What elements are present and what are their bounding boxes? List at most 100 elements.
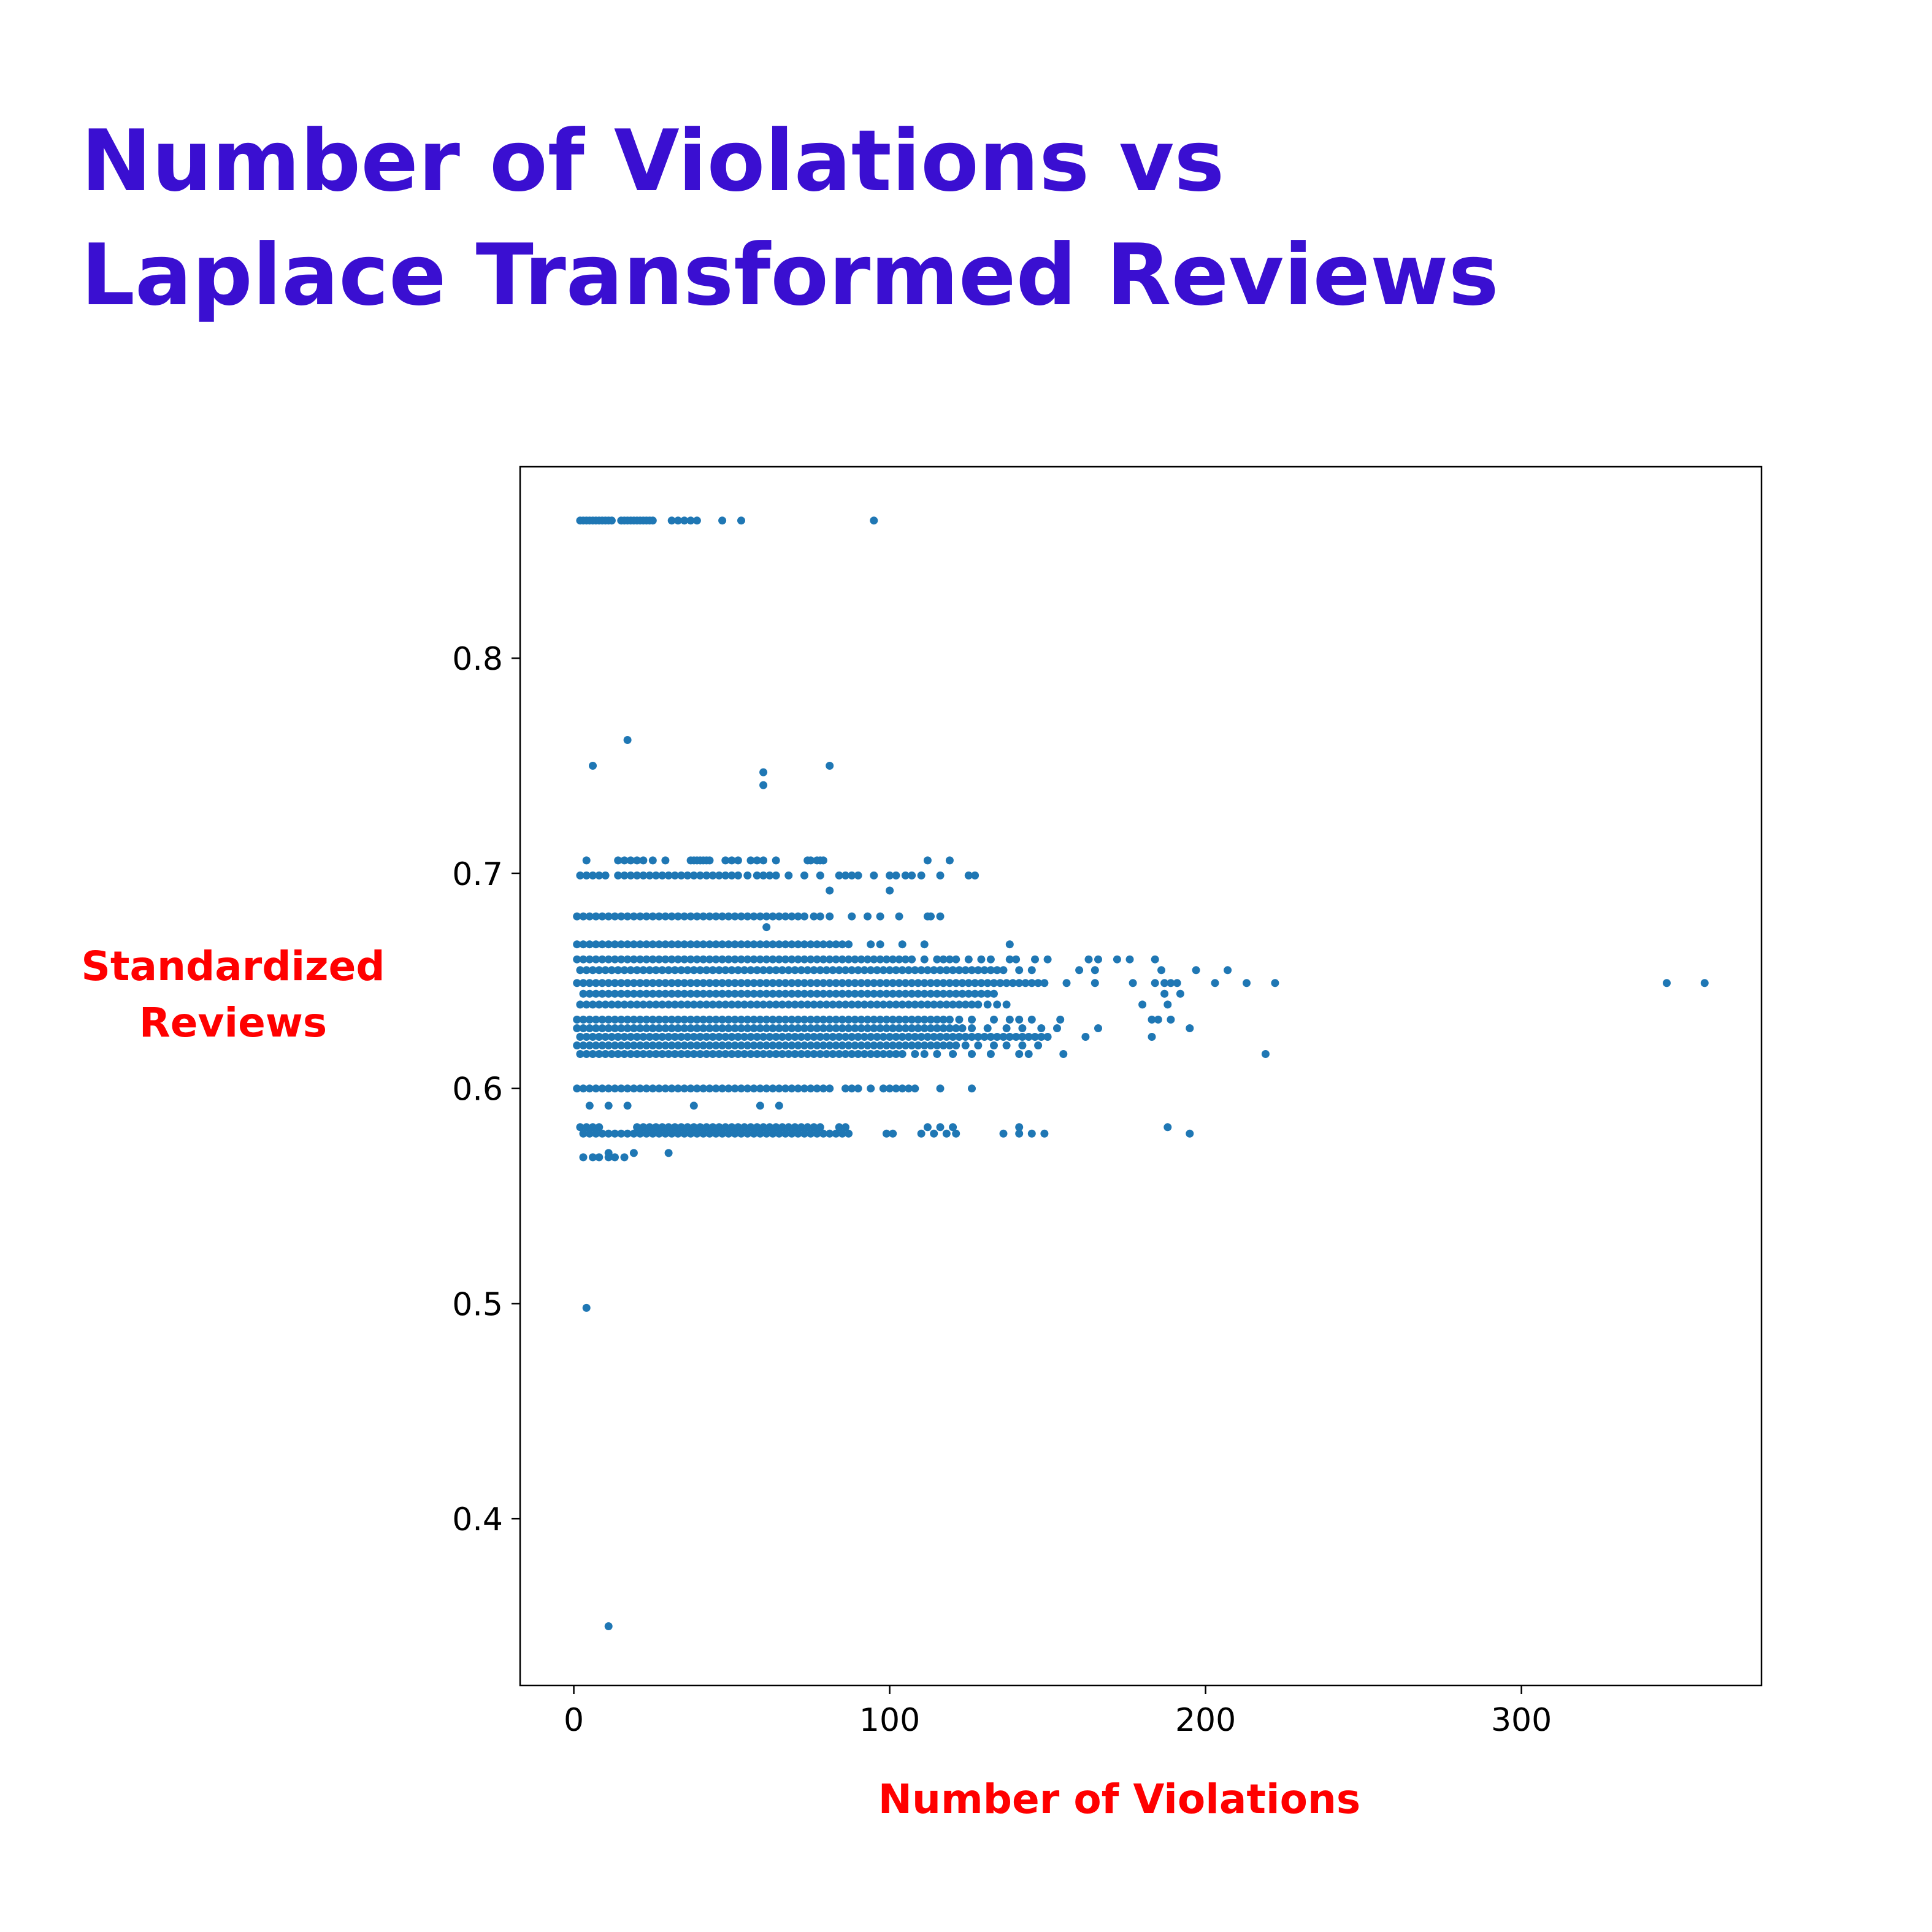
data-point: [692, 940, 701, 949]
data-point: [686, 979, 695, 987]
data-point: [841, 1084, 849, 1093]
data-point: [629, 1129, 638, 1138]
data-point: [730, 1015, 739, 1024]
data-point: [629, 979, 638, 987]
data-point: [841, 1123, 849, 1132]
data-point: [604, 1622, 613, 1630]
data-point: [775, 989, 783, 998]
data-point: [661, 1084, 670, 1093]
data-point: [636, 1015, 645, 1024]
data-point: [721, 1123, 730, 1132]
data-point: [819, 856, 827, 865]
data-point: [724, 1015, 733, 1024]
data-point: [592, 1129, 600, 1138]
data-point: [756, 1015, 764, 1024]
data-point: [642, 989, 651, 998]
data-point: [1094, 1024, 1102, 1032]
data-point: [724, 940, 733, 949]
data-point: [680, 979, 689, 987]
data-point: [699, 1041, 708, 1049]
data-point: [737, 1084, 745, 1093]
data-point: [601, 1000, 610, 1009]
data-point: [895, 989, 903, 998]
data-point: [604, 979, 613, 987]
data-point: [788, 1015, 796, 1024]
data-point: [727, 1050, 736, 1058]
data-point: [939, 1041, 948, 1049]
data-point: [854, 871, 862, 880]
data-point: [848, 912, 856, 921]
data-point: [743, 1024, 752, 1032]
data-point: [617, 1024, 626, 1032]
data-point: [642, 955, 651, 964]
data-point: [579, 989, 588, 998]
data-point: [797, 1033, 805, 1041]
data-point: [658, 1050, 667, 1058]
data-point: [895, 955, 903, 964]
data-point: [734, 871, 742, 880]
data-point: [845, 1041, 853, 1049]
y-tick-label: 0.4: [452, 1501, 503, 1538]
data-point: [854, 1000, 862, 1009]
data-point: [730, 955, 739, 964]
data-point: [626, 1033, 635, 1041]
data-point: [734, 1000, 742, 1009]
data-point: [1186, 1024, 1194, 1032]
data-point: [901, 1015, 910, 1024]
data-point: [730, 1041, 739, 1049]
data-point: [617, 1084, 626, 1093]
data-point: [886, 1084, 894, 1093]
data-point: [832, 979, 840, 987]
data-point: [604, 1153, 613, 1162]
data-point: [945, 979, 954, 987]
data-point: [794, 979, 802, 987]
data-point: [579, 1129, 588, 1138]
data-point: [595, 1033, 604, 1041]
data-point: [832, 1024, 840, 1032]
data-point: [905, 1000, 913, 1009]
data-point: [692, 1129, 701, 1138]
data-point: [794, 1084, 802, 1093]
data-point: [845, 955, 853, 964]
data-point: [832, 955, 840, 964]
data-point: [705, 989, 714, 998]
data-point: [807, 1024, 815, 1032]
data-point: [949, 1033, 957, 1041]
data-point: [923, 1123, 932, 1132]
data-point: [945, 1041, 954, 1049]
data-point: [614, 856, 623, 865]
data-point: [718, 1129, 727, 1138]
data-point: [870, 1041, 878, 1049]
data-point: [611, 940, 619, 949]
data-point: [977, 979, 986, 987]
data-point: [573, 940, 581, 949]
data-point: [620, 966, 629, 975]
data-point: [677, 966, 686, 975]
data-point: [1021, 979, 1030, 987]
data-point: [692, 516, 701, 525]
data-point: [917, 871, 926, 880]
data-point: [648, 516, 657, 525]
data-point: [730, 1084, 739, 1093]
data-point: [769, 940, 777, 949]
data-point: [680, 1024, 689, 1032]
data-point: [788, 940, 796, 949]
data-point: [661, 912, 670, 921]
data-point: [908, 871, 916, 880]
data-point: [648, 1084, 657, 1093]
data-point: [813, 1024, 821, 1032]
data-point: [1002, 1024, 1011, 1032]
data-point: [655, 1024, 664, 1032]
data-point: [851, 1015, 859, 1024]
data-point: [629, 1015, 638, 1024]
data-point: [870, 871, 878, 880]
data-point: [573, 955, 581, 964]
data-point: [582, 1050, 591, 1058]
data-point: [724, 1024, 733, 1032]
data-point: [639, 1123, 648, 1132]
data-point: [968, 1015, 976, 1024]
data-point: [870, 1015, 878, 1024]
data-point: [807, 856, 815, 865]
data-point: [826, 1041, 834, 1049]
data-point: [870, 516, 878, 525]
